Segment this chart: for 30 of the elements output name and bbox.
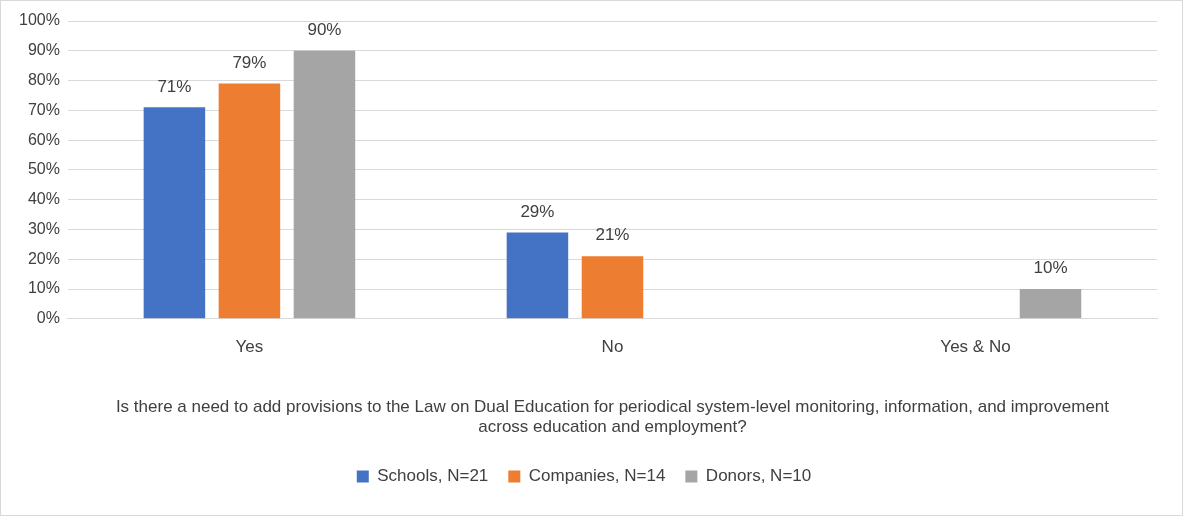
x-tick-label: Yes [235, 336, 264, 356]
bar [506, 232, 569, 319]
data-label: 21% [595, 225, 630, 245]
y-tick-label: 80% [27, 70, 60, 88]
bar [1019, 289, 1082, 319]
legend-label: Schools, N=21 [377, 466, 489, 486]
x-axis-title: Is there a need to add provisions to the Law on Dual Education for periodical system-level monitoring, information, and improvement across education and employment? [115, 397, 1110, 437]
y-tick-label: 0% [36, 309, 60, 327]
legend-label: Companies, N=14 [528, 466, 666, 486]
bar [218, 83, 281, 319]
data-label: 79% [232, 52, 267, 72]
data-label: 90% [307, 19, 342, 39]
x-tick-label: No [601, 336, 624, 356]
data-label: 29% [520, 201, 555, 221]
y-tick-label: 90% [27, 41, 60, 59]
bar [293, 50, 356, 319]
y-tick-label: 100% [19, 11, 60, 29]
data-label: 71% [157, 76, 192, 96]
y-tick-label: 30% [27, 219, 60, 237]
y-tick-label: 20% [27, 249, 60, 267]
bar [143, 107, 206, 319]
y-tick-label: 60% [27, 130, 60, 148]
x-tick-label: Yes & No [940, 336, 1011, 356]
y-tick-label: 40% [27, 190, 60, 208]
bar [581, 256, 644, 319]
y-tick-label: 10% [27, 279, 60, 297]
data-label: 10% [1033, 258, 1068, 278]
legend-label: Donors, N=10 [705, 466, 812, 486]
y-tick-label: 70% [27, 100, 60, 118]
y-tick-label: 50% [27, 160, 60, 178]
